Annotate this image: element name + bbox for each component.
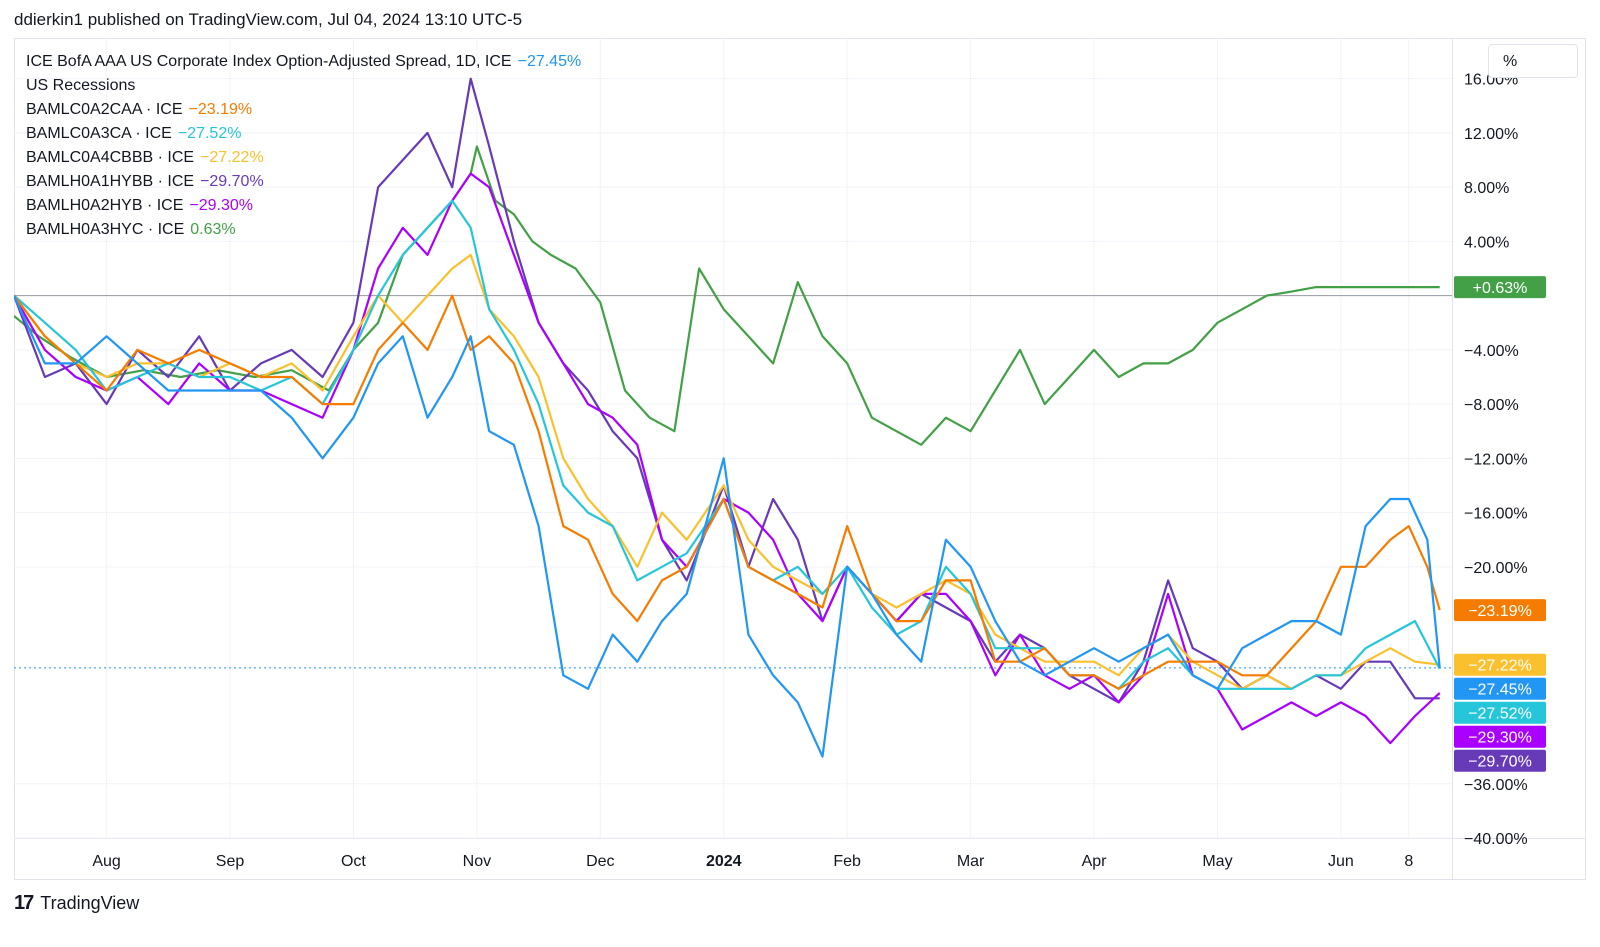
x-tick-label: Nov xyxy=(463,853,491,870)
x-tick-label: Jun xyxy=(1328,853,1354,870)
last-value-tag-text: −29.30% xyxy=(1468,730,1532,747)
last-value-tag: −23.19% xyxy=(1454,599,1546,622)
last-value-tag: −27.22% xyxy=(1454,653,1546,676)
percent-scale-button[interactable]: % xyxy=(1488,44,1578,78)
x-tick-label: Dec xyxy=(586,853,614,870)
legend-series-value: −29.30% xyxy=(189,197,253,214)
legend-series-name: BAMLH0A1HYBB · ICE xyxy=(26,173,195,190)
legend-item[interactable]: BAMLH0A3HYC · ICE 0.63% xyxy=(26,218,581,242)
y-tick-label: −12.00% xyxy=(1464,451,1528,468)
chart-legend: ICE BofA AAA US Corporate Index Option-A… xyxy=(26,50,581,242)
series-lines xyxy=(14,77,1441,758)
last-value-tags: +0.63% −23.19% −27.22% −27.45% −27.52% −29.30… xyxy=(1454,276,1546,772)
y-tick-label: −8.00% xyxy=(1464,397,1519,414)
legend-series-name: BAMLH0A2HYB · ICE xyxy=(26,197,184,214)
tradingview-logo-icon[interactable]: 17 xyxy=(14,892,34,914)
legend-item[interactable]: US Recessions xyxy=(26,74,581,98)
legend-series-value: 0.63% xyxy=(190,221,236,238)
legend-item[interactable]: BAMLH0A1HYBB · ICE −29.70% xyxy=(26,170,581,194)
brand-name[interactable]: TradingView xyxy=(40,893,140,913)
series-line xyxy=(14,199,1441,690)
last-value-tag: −29.70% xyxy=(1454,749,1546,772)
last-value-tag-text: +0.63% xyxy=(1473,280,1528,297)
publisher-line: ddierkin1 published on TradingView.com, … xyxy=(14,10,523,29)
footer: 17 TradingView xyxy=(14,892,139,915)
x-tick-label: Oct xyxy=(341,853,366,870)
y-tick-label: −4.00% xyxy=(1464,343,1519,360)
series-line xyxy=(14,77,1440,704)
last-value-tag: −27.45% xyxy=(1454,677,1546,700)
legend-item[interactable]: BAMLC0A3CA · ICE −27.52% xyxy=(26,122,581,146)
chart-frame: 16.00% 12.00% 8.00% 4.00% −4.00% −8.00% −12.00… xyxy=(14,38,1586,880)
legend-item[interactable]: BAMLC0A2CAA · ICE −23.19% xyxy=(26,98,581,122)
x-tick-label: May xyxy=(1202,853,1232,870)
x-tick-label: Mar xyxy=(957,853,985,870)
legend-series-name: BAMLC0A2CAA · ICE xyxy=(26,101,183,118)
y-tick-label: −36.00% xyxy=(1464,777,1528,794)
series-line xyxy=(14,253,1440,690)
last-value-tag-text: −27.22% xyxy=(1468,658,1532,675)
last-value-tag-bg xyxy=(1454,653,1546,676)
y-tick-label: −40.00% xyxy=(1464,831,1528,848)
x-tick-label: Sep xyxy=(216,853,245,870)
x-tick-label: 8 xyxy=(1404,853,1413,870)
last-value-tag-text: −29.70% xyxy=(1468,754,1532,771)
last-value-tag: −29.30% xyxy=(1454,725,1546,748)
last-value-tag-bg xyxy=(1454,599,1546,622)
legend-series-value: −27.22% xyxy=(200,149,264,166)
y-tick-label: 4.00% xyxy=(1464,234,1509,251)
last-value-tag-text: −23.19% xyxy=(1468,603,1532,620)
x-tick-label: Aug xyxy=(92,853,120,870)
legend-series-value: −27.45% xyxy=(517,53,582,70)
legend-series-name: BAMLH0A3HYC · ICE xyxy=(26,221,185,238)
legend-series-name: BAMLC0A4CBBB · ICE xyxy=(26,149,195,166)
x-tick-label: Feb xyxy=(833,853,861,870)
legend-series-value: −23.19% xyxy=(188,101,253,118)
last-value-tag-bg xyxy=(1454,749,1546,772)
chart-border xyxy=(14,38,1586,880)
percent-scale-label: % xyxy=(1503,53,1518,70)
y-tick-label: −20.00% xyxy=(1464,560,1528,577)
legend-series-value: −29.70% xyxy=(200,173,264,190)
y-tick-label: −16.00% xyxy=(1464,506,1528,523)
last-value-tag-bg xyxy=(1454,677,1546,700)
legend-item[interactable]: BAMLH0A2HYB · ICE −29.30% xyxy=(26,194,581,218)
last-value-tag-bg xyxy=(1454,701,1546,724)
axes: 16.00%12.00%8.00%4.00%−4.00%−8.00%−12.00… xyxy=(92,72,1527,870)
legend-series-name: US Recessions xyxy=(26,77,136,94)
legend-item[interactable]: BAMLC0A4CBBB · ICE −27.22% xyxy=(26,146,581,170)
y-tick-label: 8.00% xyxy=(1464,180,1509,197)
last-value-tag-bg xyxy=(1454,276,1546,299)
last-value-tag-text: −27.52% xyxy=(1468,706,1532,723)
legend-series-name: BAMLC0A3CA · ICE xyxy=(26,125,172,142)
last-value-tag-bg xyxy=(1454,725,1546,748)
series-line xyxy=(14,295,1441,758)
x-tick-label: 2024 xyxy=(706,853,742,870)
last-value-tag-text: −27.45% xyxy=(1468,682,1532,699)
last-value-tag: +0.63% xyxy=(1454,276,1546,299)
legend-item[interactable]: ICE BofA AAA US Corporate Index Option-A… xyxy=(26,50,581,74)
legend-series-value: −27.52% xyxy=(177,125,242,142)
series-line xyxy=(14,294,1441,690)
legend-series-name: ICE BofA AAA US Corporate Index Option-A… xyxy=(26,53,512,70)
y-tick-label: 12.00% xyxy=(1464,126,1518,143)
chart-area[interactable]: 16.00%12.00%8.00%4.00%−4.00%−8.00%−12.00… xyxy=(14,38,1586,880)
grid xyxy=(14,38,1586,880)
last-value-tag: −27.52% xyxy=(1454,701,1546,724)
x-tick-label: Apr xyxy=(1082,853,1108,870)
